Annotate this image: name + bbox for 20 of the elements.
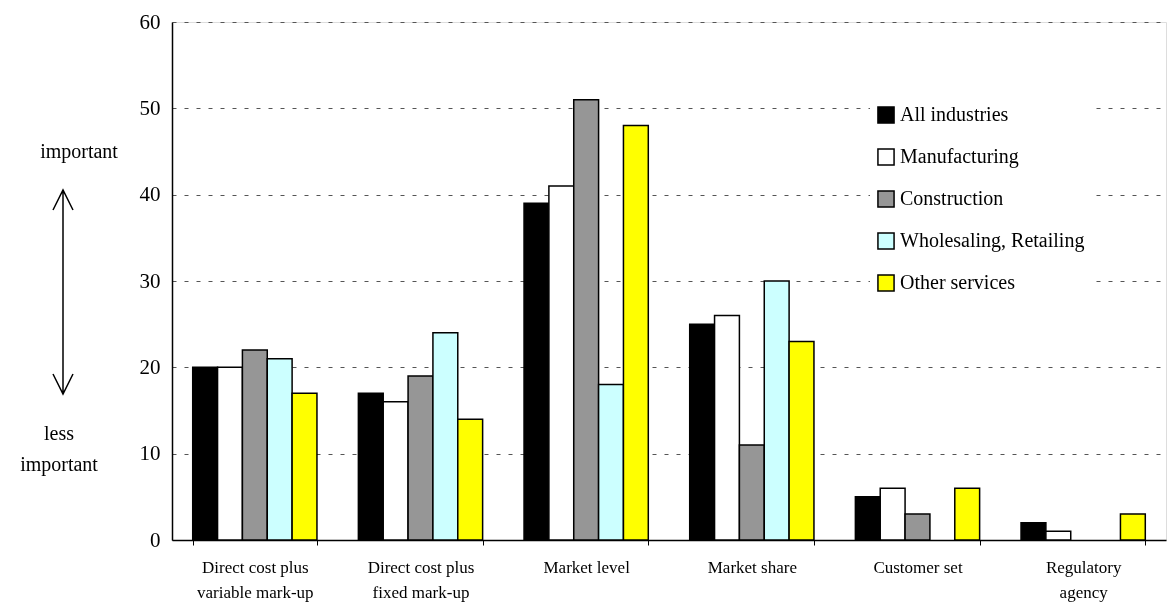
x-tick-label: Market share — [707, 557, 797, 577]
y-tick-label: 30 — [139, 268, 161, 293]
y-tick-label: 20 — [139, 354, 161, 379]
legend-label: Manufacturing — [900, 145, 1019, 168]
y-tick-label: 10 — [139, 441, 161, 466]
y-tick-label: 40 — [139, 182, 161, 207]
y-tick-label: 60 — [139, 9, 161, 34]
x-tick-label: Regulatory agency — [1045, 557, 1122, 602]
x-tick-label: Market level — [543, 557, 631, 577]
x-tick-label: Direct cost plus variable mark-up — [197, 557, 314, 602]
y-tick-label: 50 — [139, 95, 161, 120]
x-tick-label: Direct cost plus fixed mark-up — [367, 557, 475, 602]
text: important — [40, 140, 119, 163]
legend-label: All industries — [900, 103, 1009, 125]
text: less important — [20, 422, 99, 476]
x-tick-label: Customer set — [873, 557, 963, 577]
legend-label: Construction — [900, 187, 1004, 209]
legend-label: Other services — [900, 271, 1016, 293]
legend-label: Wholesaling, Retailing — [900, 229, 1085, 252]
y-tick-label: 0 — [150, 527, 161, 552]
